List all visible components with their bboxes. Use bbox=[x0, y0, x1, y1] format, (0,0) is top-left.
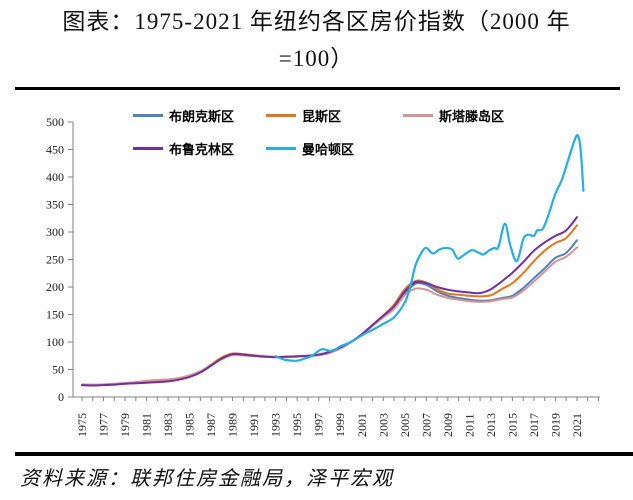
chart-title-line2: =100） bbox=[278, 46, 355, 71]
x-axis-label: 1983 bbox=[161, 413, 175, 437]
x-axis-label: 1987 bbox=[204, 413, 218, 437]
x-axis-label: 1993 bbox=[269, 413, 283, 437]
legend-label-brooklyn: 布鲁克林区 bbox=[169, 142, 235, 157]
chart-title-line1: 图表：1975-2021 年纽约各区房价指数（2000 年 bbox=[62, 9, 571, 34]
series-line-queens bbox=[81, 224, 578, 387]
x-axis-label: 2003 bbox=[376, 413, 390, 437]
x-axis-label: 1981 bbox=[140, 413, 154, 437]
y-axis-label: 150 bbox=[46, 308, 64, 322]
source-note: 资料来源：联邦住房金融局，泽平宏观 bbox=[20, 468, 394, 490]
x-axis-label: 2011 bbox=[462, 413, 476, 437]
legend-label-staten-island: 斯塔滕岛区 bbox=[439, 109, 505, 124]
x-axis-label: 1975 bbox=[75, 413, 89, 437]
series-line-staten-island bbox=[81, 246, 578, 386]
legend-item-brooklyn: 布鲁克林区 bbox=[133, 139, 266, 158]
legend-label-manhattan: 曼哈顿区 bbox=[302, 142, 355, 157]
x-axis-label: 2001 bbox=[355, 413, 369, 437]
legend-label-queens: 昆斯区 bbox=[302, 109, 342, 124]
x-axis-label: 2013 bbox=[484, 413, 498, 437]
chart-title: 图表：1975-2021 年纽约各区房价指数（2000 年 =100） bbox=[0, 3, 633, 77]
x-axis-label: 2009 bbox=[441, 413, 455, 437]
legend-label-bronx: 布朗克斯区 bbox=[169, 109, 235, 124]
y-axis-label: 50 bbox=[52, 363, 64, 377]
x-axis-label: 2021 bbox=[570, 413, 584, 437]
y-axis-label: 300 bbox=[46, 225, 64, 239]
x-axis-label: 2015 bbox=[505, 413, 519, 437]
x-axis-label: 1977 bbox=[97, 413, 111, 437]
y-axis-label: 450 bbox=[46, 143, 64, 157]
legend-swatch-manhattan bbox=[266, 147, 296, 150]
y-axis-label: 500 bbox=[46, 115, 64, 129]
x-axis-label: 2005 bbox=[398, 413, 412, 437]
x-axis-label: 1997 bbox=[312, 413, 326, 437]
x-axis-label: 1989 bbox=[226, 413, 240, 437]
x-axis-label: 1985 bbox=[183, 413, 197, 437]
bottom-divider bbox=[15, 452, 633, 456]
legend-swatch-queens bbox=[266, 114, 296, 117]
y-axis-label: 0 bbox=[58, 390, 64, 404]
legend-item-staten-island: 斯塔滕岛区 bbox=[403, 106, 504, 125]
x-axis-label: 1995 bbox=[290, 413, 304, 437]
y-axis-label: 200 bbox=[46, 280, 64, 294]
legend-item-manhattan: 曼哈顿区 bbox=[266, 139, 403, 158]
chart-legend: 布朗克斯区 昆斯区 斯塔滕岛区布鲁克林区 曼哈顿区 bbox=[133, 106, 504, 158]
top-divider bbox=[15, 87, 620, 90]
x-axis-label: 2019 bbox=[548, 413, 562, 437]
legend-swatch-staten-island bbox=[403, 114, 433, 117]
x-axis-label: 2017 bbox=[527, 413, 541, 437]
legend-swatch-bronx bbox=[133, 114, 163, 117]
y-axis-label: 350 bbox=[46, 198, 64, 212]
series-line-bronx bbox=[81, 239, 578, 387]
series-line-brooklyn bbox=[81, 216, 578, 387]
x-axis-label: 1991 bbox=[247, 413, 261, 437]
x-axis-label: 1999 bbox=[333, 413, 347, 437]
x-axis-label: 1979 bbox=[118, 413, 132, 437]
price-index-plot: 0 50 100 150 200 250 300 350 400 450 500 1975 1977 19… bbox=[46, 115, 600, 437]
chart-panel: 0 50 100 150 200 250 300 350 400 450 500 1975 1977 19… bbox=[0, 95, 633, 445]
y-axis-label: 100 bbox=[46, 335, 64, 349]
y-axis-label: 400 bbox=[46, 170, 64, 184]
y-axis-label: 250 bbox=[46, 253, 64, 267]
series-line-manhattan bbox=[274, 133, 585, 362]
legend-item-bronx: 布朗克斯区 bbox=[133, 106, 266, 125]
legend-item-queens: 昆斯区 bbox=[266, 106, 403, 125]
x-axis-label: 2007 bbox=[419, 413, 433, 437]
legend-swatch-brooklyn bbox=[133, 147, 163, 150]
